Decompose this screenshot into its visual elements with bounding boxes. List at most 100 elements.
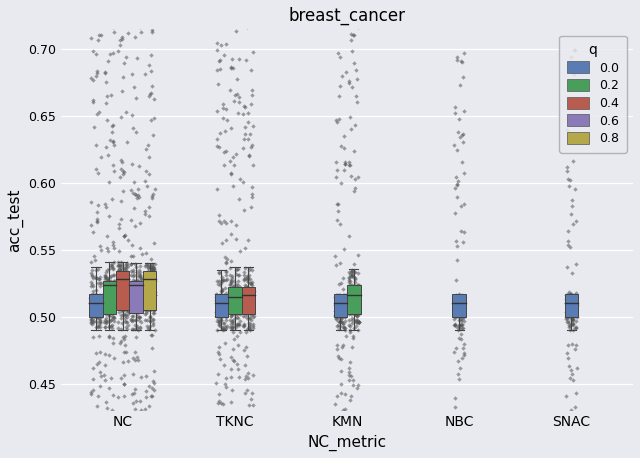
Point — [246, 66, 257, 73]
Point — [132, 356, 143, 363]
Point — [562, 310, 572, 317]
Point — [215, 65, 225, 72]
Point — [121, 291, 131, 298]
Point — [353, 319, 363, 327]
Point — [150, 292, 160, 299]
Point — [102, 281, 112, 288]
Point — [454, 304, 464, 311]
Point — [454, 298, 464, 305]
Point — [105, 318, 115, 325]
Point — [213, 312, 223, 319]
Point — [218, 326, 228, 333]
Point — [104, 293, 114, 300]
Point — [346, 296, 356, 304]
Point — [104, 312, 114, 319]
Point — [335, 314, 346, 322]
Point — [248, 371, 259, 378]
Point — [449, 301, 460, 309]
Point — [90, 311, 100, 318]
Point — [335, 318, 345, 326]
Point — [344, 305, 355, 312]
Point — [220, 311, 230, 318]
Point — [346, 272, 356, 279]
Point — [221, 40, 232, 47]
Point — [117, 273, 127, 280]
Point — [148, 298, 158, 305]
Point — [230, 291, 241, 298]
Point — [571, 261, 581, 268]
Point — [351, 284, 361, 291]
Point — [331, 296, 341, 304]
Point — [109, 317, 119, 324]
Point — [120, 314, 130, 322]
Point — [215, 56, 225, 64]
Point — [212, 297, 223, 304]
Point — [453, 370, 463, 377]
Point — [353, 304, 363, 311]
Point — [91, 166, 101, 173]
Point — [353, 291, 363, 298]
Point — [134, 284, 144, 292]
Point — [226, 293, 236, 300]
Point — [102, 303, 113, 310]
Point — [566, 366, 577, 374]
Point — [331, 159, 341, 166]
Point — [127, 390, 137, 398]
Point — [349, 302, 359, 309]
Point — [147, 284, 157, 291]
Point — [127, 317, 138, 324]
Point — [226, 312, 236, 319]
Point — [220, 300, 230, 308]
Point — [244, 309, 254, 316]
Point — [116, 287, 127, 294]
Point — [452, 307, 463, 315]
Point — [231, 323, 241, 331]
Point — [338, 303, 348, 310]
Point — [345, 288, 355, 295]
Point — [225, 365, 236, 373]
Point — [118, 188, 129, 195]
Point — [134, 313, 144, 320]
Point — [570, 300, 580, 307]
Point — [352, 295, 362, 302]
Point — [147, 194, 157, 202]
Point — [216, 307, 226, 315]
Point — [565, 244, 575, 251]
Point — [344, 161, 354, 169]
Point — [346, 292, 356, 299]
Point — [221, 236, 231, 243]
Point — [129, 260, 140, 267]
Point — [459, 314, 469, 321]
Point — [132, 325, 142, 332]
Point — [87, 295, 97, 303]
Point — [95, 273, 105, 280]
Point — [148, 287, 158, 294]
Point — [141, 285, 151, 292]
Point — [571, 302, 581, 309]
Point — [246, 316, 256, 323]
Bar — [143, 271, 156, 310]
Point — [219, 304, 229, 311]
Point — [458, 295, 468, 302]
Point — [127, 312, 137, 320]
Point — [561, 291, 572, 299]
Point — [219, 299, 229, 306]
Point — [104, 50, 115, 57]
Point — [131, 263, 141, 271]
Point — [335, 308, 345, 316]
Point — [128, 371, 138, 378]
Point — [127, 241, 137, 249]
Point — [136, 281, 146, 289]
Point — [93, 301, 103, 308]
Point — [214, 355, 225, 362]
Point — [336, 297, 346, 305]
Point — [145, 286, 155, 293]
Point — [228, 311, 239, 318]
Point — [140, 210, 150, 218]
Point — [568, 305, 579, 313]
Point — [147, 261, 157, 268]
Point — [344, 274, 354, 282]
Point — [92, 313, 102, 321]
Point — [122, 281, 132, 288]
Point — [215, 294, 225, 302]
